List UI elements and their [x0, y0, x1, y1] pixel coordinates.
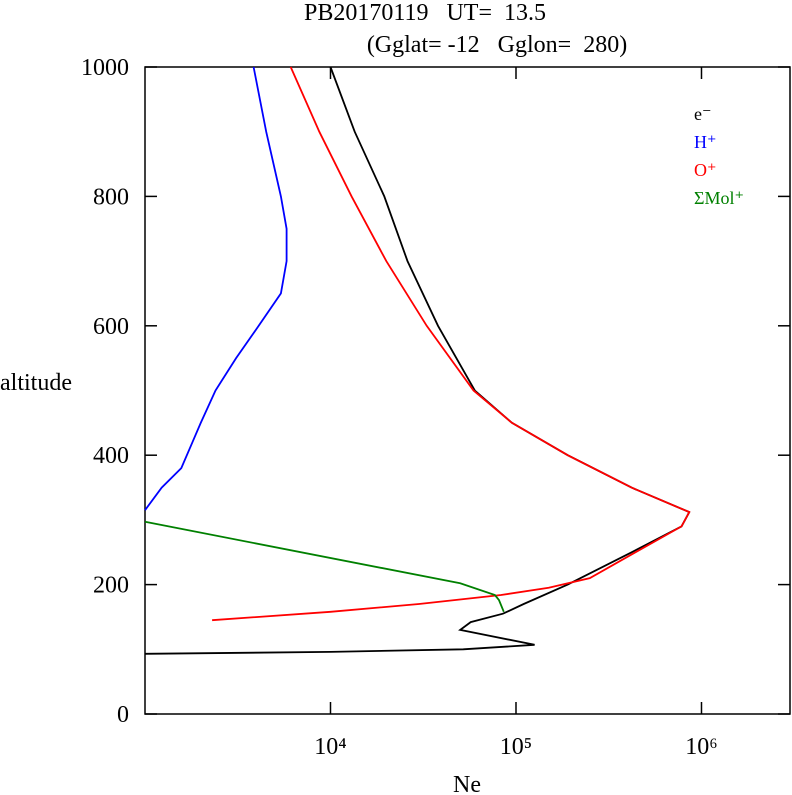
y-tick-label: 0 — [117, 702, 129, 728]
y-axis-label: altitude — [0, 370, 72, 396]
x-axis-label: Ne — [453, 772, 481, 795]
plot-frame — [144, 66, 791, 715]
series-line — [144, 66, 288, 511]
legend-entry: e⁻ — [694, 104, 712, 124]
y-tick-label: 200 — [93, 573, 129, 599]
legend-entry: H⁺ — [694, 132, 717, 152]
y-tick-label: 400 — [93, 443, 129, 469]
x-tick-label: 10⁵ — [500, 734, 532, 760]
y-tick-label: 800 — [93, 184, 129, 210]
y-tick-label: 600 — [93, 314, 129, 340]
series-line — [212, 66, 691, 622]
series-line — [144, 66, 691, 655]
series-line — [144, 520, 505, 613]
legend-entry: O⁺ — [694, 160, 717, 180]
x-tick-label: 10⁴ — [314, 734, 346, 760]
legend-entry: ΣMol⁺ — [694, 188, 744, 208]
y-tick-label: 1000 — [81, 55, 129, 81]
x-tick-label: 10⁶ — [685, 734, 717, 760]
chart-title: PB20170119 UT= 13.5 — [304, 0, 546, 26]
chart-subtitle: (Gglat= -12 Gglon= 280) — [367, 32, 627, 58]
